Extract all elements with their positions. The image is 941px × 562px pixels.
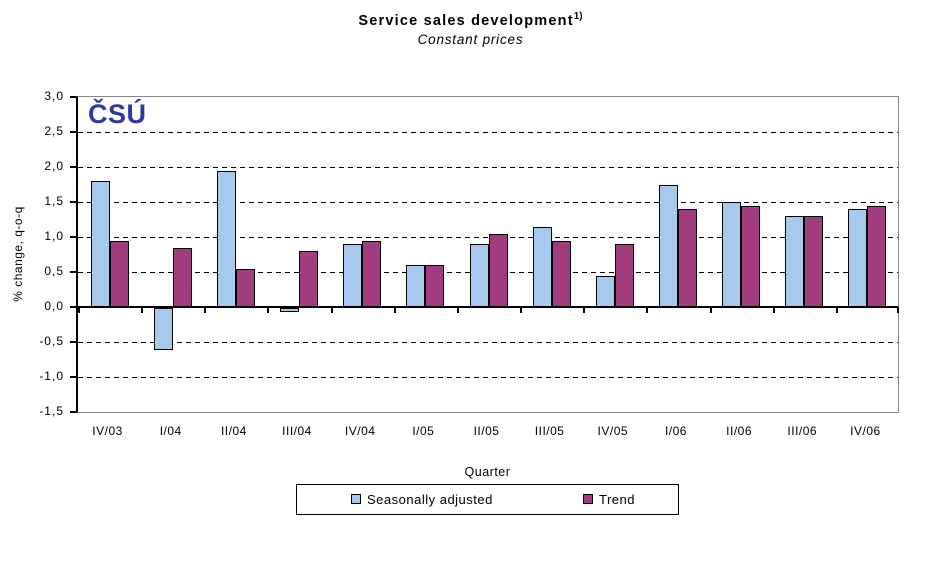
- y-tick-label: -1,0: [39, 369, 64, 383]
- y-tick-label: 0,0: [44, 299, 64, 313]
- x-axis-tick-mark: [835, 307, 838, 313]
- bar-trend: [488, 233, 508, 307]
- y-tick-label: -1,5: [39, 404, 64, 418]
- y-tick-label: 1,0: [44, 229, 64, 243]
- legend-box: Seasonally adjusted Trend: [296, 484, 679, 515]
- x-tick-label: III/04: [282, 424, 312, 438]
- x-tick-label: II/06: [726, 424, 753, 438]
- chart-title-footnote-marker: 1): [573, 11, 583, 22]
- x-axis-tick-mark: [772, 307, 775, 313]
- chart-subtitle: Constant prices: [417, 32, 524, 47]
- x-tick-label: III/06: [787, 424, 818, 438]
- gridline: [78, 132, 898, 133]
- bar-seasonally-adjusted: [90, 181, 110, 307]
- y-tick-label: 3,0: [44, 89, 64, 103]
- legend-item-trend: Trend: [583, 485, 635, 513]
- gridline: [78, 202, 898, 203]
- bar-trend: [172, 247, 192, 307]
- y-axis-tick-mark: [70, 341, 76, 343]
- y-axis-tick-mark: [70, 166, 76, 168]
- bar-trend: [741, 205, 761, 307]
- bar-seasonally-adjusted: [658, 184, 678, 307]
- bar-seasonally-adjusted: [153, 308, 173, 350]
- legend-label-seasonally-adjusted: Seasonally adjusted: [367, 491, 493, 507]
- bar-seasonally-adjusted: [343, 244, 363, 307]
- bar-seasonally-adjusted: [722, 202, 742, 307]
- y-axis-tick-mark: [70, 271, 76, 273]
- bar-trend: [362, 240, 382, 307]
- x-axis-tick-mark: [330, 307, 333, 313]
- category-axis-line: [78, 306, 898, 308]
- gridline: [78, 342, 898, 343]
- x-tick-label: II/04: [220, 424, 247, 438]
- x-axis-tick-mark: [141, 307, 144, 313]
- bar-trend: [614, 244, 634, 307]
- bar-seasonally-adjusted: [216, 170, 236, 307]
- csu-logo: ČSÚ: [88, 99, 147, 129]
- x-axis-title: Quarter: [464, 465, 511, 479]
- plot-area: [70, 96, 899, 413]
- bar-trend: [235, 268, 255, 307]
- y-axis-tick-mark: [70, 376, 76, 378]
- x-axis-tick-mark: [204, 307, 207, 313]
- y-tick-label: 1,5: [44, 194, 64, 208]
- bar-trend: [551, 240, 571, 307]
- x-tick-label: I/06: [664, 424, 687, 438]
- x-axis-tick-mark: [78, 307, 80, 313]
- gridline: [78, 237, 898, 238]
- legend-label-trend: Trend: [599, 491, 635, 507]
- bar-seasonally-adjusted: [532, 226, 552, 307]
- x-tick-label: I/05: [412, 424, 435, 438]
- bar-trend: [677, 209, 697, 307]
- legend-swatch-trend-icon: [583, 494, 593, 504]
- bar-trend: [867, 205, 887, 307]
- x-tick-label: I/04: [159, 424, 182, 438]
- y-axis-tick-mark: [70, 201, 76, 203]
- y-axis-tick-mark: [70, 411, 76, 413]
- bar-trend: [299, 251, 319, 307]
- y-tick-label: 0,5: [44, 264, 64, 278]
- x-tick-label: II/05: [473, 424, 500, 438]
- y-axis-tick-mark: [70, 236, 76, 238]
- x-axis-tick-mark: [897, 307, 899, 313]
- gridline: [78, 377, 898, 378]
- x-axis-tick-mark: [709, 307, 712, 313]
- y-axis-tick-mark: [70, 306, 76, 308]
- chart-title: Service sales development1): [0, 11, 941, 29]
- x-tick-label: IV/05: [597, 424, 629, 438]
- bar-seasonally-adjusted: [848, 209, 868, 307]
- x-tick-label: IV/03: [92, 424, 123, 438]
- x-tick-label: IV/06: [850, 424, 881, 438]
- y-axis-tick-mark: [70, 96, 76, 98]
- y-tick-label: 2,5: [44, 124, 64, 138]
- x-tick-label: III/05: [534, 424, 565, 438]
- legend-swatch-seasonally-adjusted-icon: [351, 494, 361, 504]
- x-axis-tick-mark: [267, 307, 270, 313]
- x-axis-tick-mark: [393, 307, 396, 313]
- x-axis-tick-mark: [583, 307, 586, 313]
- bar-trend: [109, 240, 129, 307]
- x-axis-tick-mark: [456, 307, 459, 313]
- legend-item-seasonally-adjusted: Seasonally adjusted: [351, 485, 493, 513]
- bar-seasonally-adjusted: [595, 275, 615, 307]
- bar-seasonally-adjusted: [785, 216, 805, 307]
- bar-seasonally-adjusted: [406, 265, 426, 307]
- chart-title-text: Service sales development: [358, 12, 574, 29]
- y-tick-label: 2,0: [44, 159, 64, 173]
- bar-trend: [804, 216, 824, 307]
- y-tick-label: -0,5: [39, 334, 64, 348]
- y-axis-tick-mark: [70, 131, 76, 133]
- y-axis-tick-labels: 3,0 2,5 2,0 1,5 1,0 0,5 0,0 -0,5 -1,0 -1,5: [0, 89, 64, 418]
- x-axis-tick-mark: [520, 307, 523, 313]
- bar-seasonally-adjusted: [469, 244, 489, 307]
- bar-trend: [425, 265, 445, 307]
- x-tick-label: IV/04: [344, 424, 376, 438]
- gridline: [78, 167, 898, 168]
- bar-seasonally-adjusted: [280, 308, 300, 312]
- x-axis-tick-mark: [646, 307, 649, 313]
